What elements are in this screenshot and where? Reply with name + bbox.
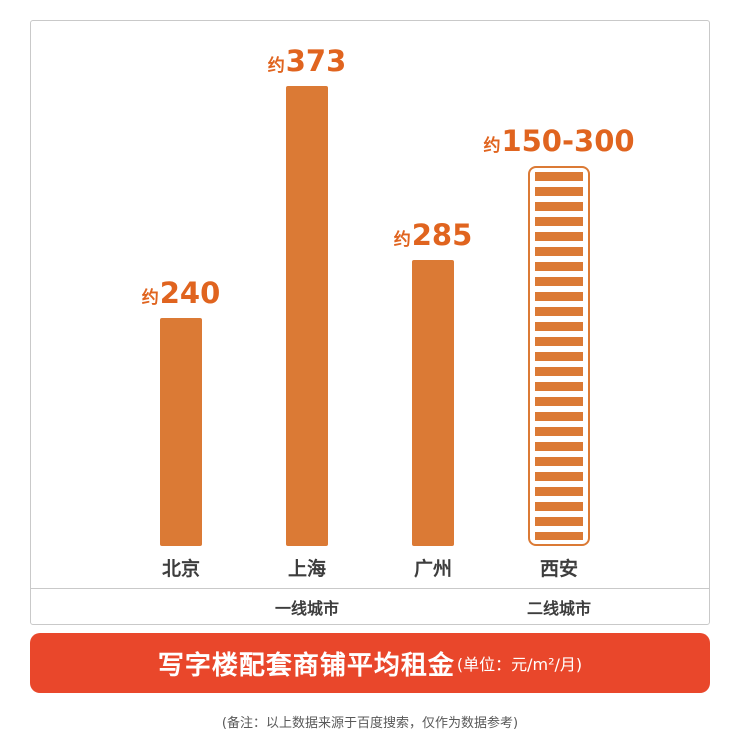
bar-guangzhou: [412, 260, 454, 546]
tier-groups: 一线城市 二线城市: [118, 595, 622, 619]
footnote: (备注：以上数据来源于百度搜索，仅作为数据参考): [221, 716, 519, 731]
value-label-guangzhou: 约285: [394, 221, 473, 250]
chart-panel: 约240 北京 约373 上海 约285 广州: [30, 20, 710, 625]
bar-shanghai: [286, 86, 328, 546]
category-label-beijing: 北京: [161, 557, 200, 580]
value-number: 285: [411, 218, 473, 252]
approx-prefix: 约: [393, 230, 411, 250]
chart-title-banner: 写字楼配套商铺平均租金 (单位：元/m²/月): [30, 633, 710, 693]
value-number: 150-300: [501, 124, 635, 158]
chart-unit-label: (单位：元/m²/月): [456, 655, 583, 674]
tier1-group-label: 一线城市: [274, 598, 339, 618]
category-label-guangzhou: 广州: [413, 557, 452, 580]
value-number: 373: [285, 44, 347, 78]
bar-beijing: [160, 318, 202, 546]
tier-group-row: 一线城市 二线城市: [31, 588, 709, 624]
value-label-xian: 约150-300: [483, 127, 634, 156]
bar-column-guangzhou: 约285 广州: [370, 221, 496, 588]
tier2-group-label: 二线城市: [526, 598, 591, 618]
chart-title: 写字楼配套商铺平均租金: [157, 650, 455, 681]
bar-column-shanghai: 约373 上海: [244, 47, 370, 588]
value-number: 240: [159, 276, 221, 310]
bar-xian-stripes: [535, 172, 583, 540]
approx-prefix: 约: [483, 136, 501, 156]
category-label-shanghai: 上海: [287, 557, 326, 580]
bar-xian-range: [528, 166, 590, 546]
bar-column-beijing: 约240 北京: [118, 279, 244, 588]
category-label-xian: 西安: [539, 557, 578, 580]
approx-prefix: 约: [267, 56, 285, 76]
value-label-shanghai: 约373: [268, 47, 347, 76]
approx-prefix: 约: [141, 288, 159, 308]
value-label-beijing: 约240: [142, 279, 221, 308]
bar-chart: 约240 北京 约373 上海 约285 广州: [31, 21, 709, 588]
bar-column-xian: 约150-300 西安: [483, 127, 634, 588]
